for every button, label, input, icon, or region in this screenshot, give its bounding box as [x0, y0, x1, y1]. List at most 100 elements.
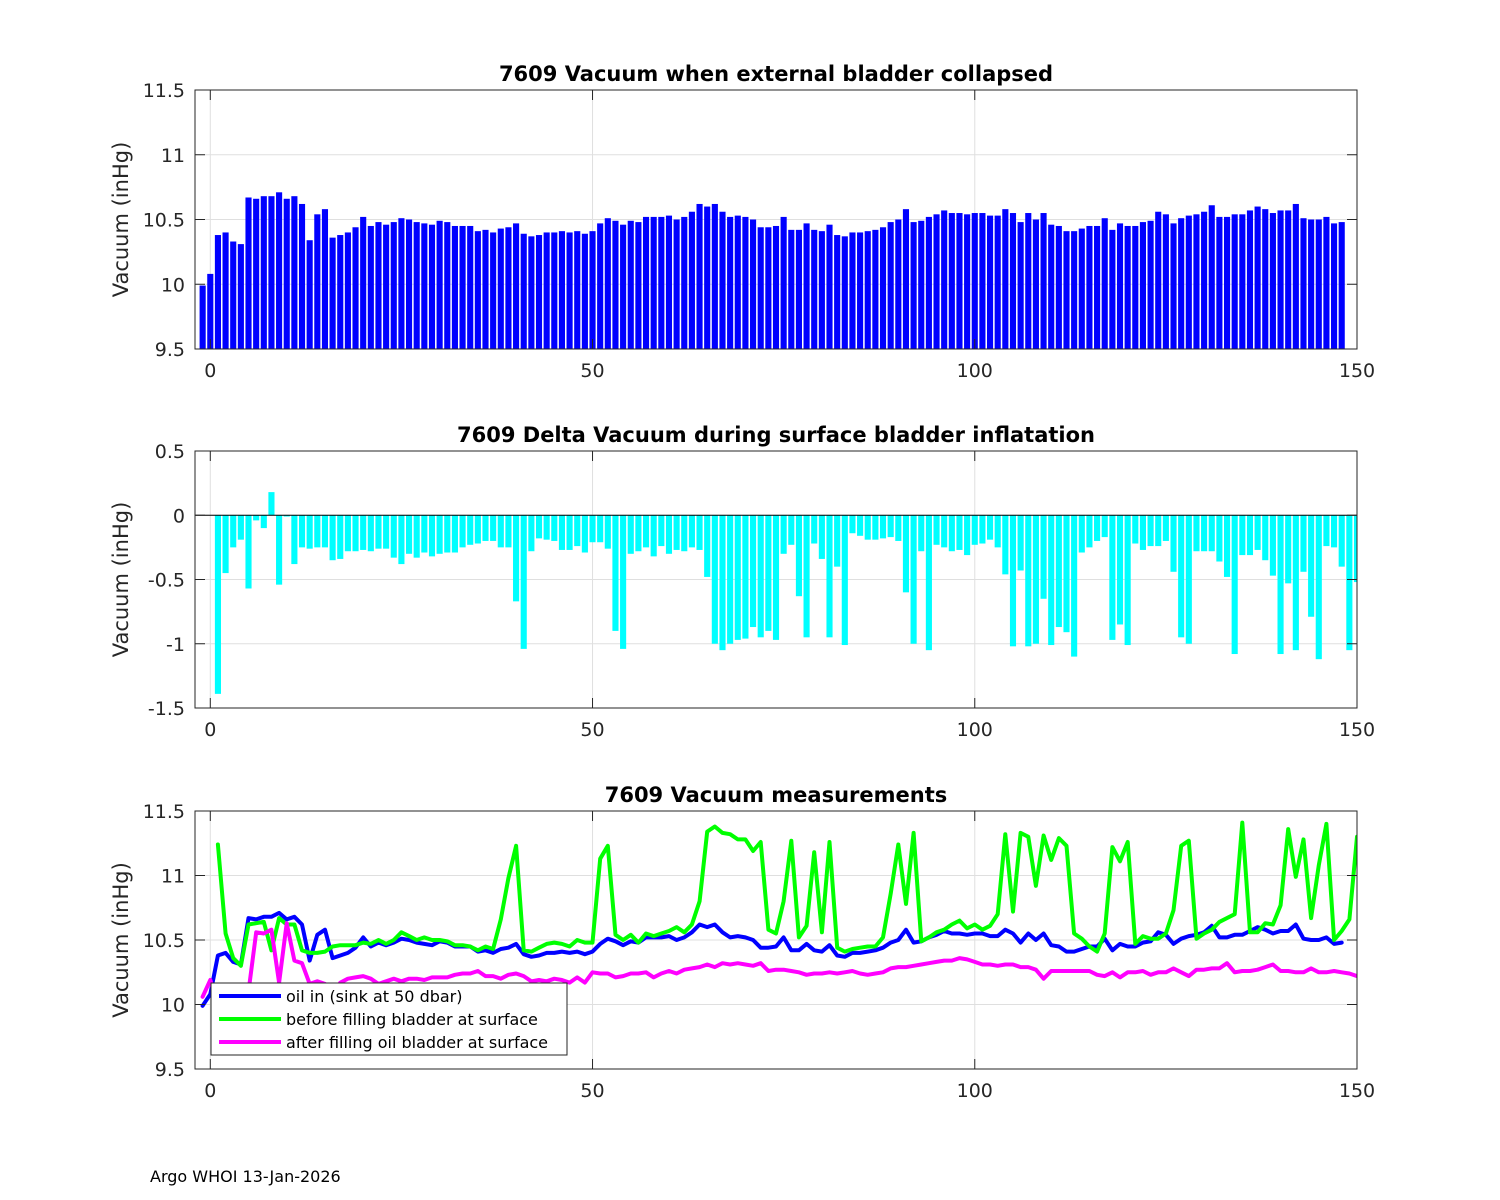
x-tick-label: 0: [204, 360, 216, 382]
bar: [1101, 515, 1108, 538]
x-tick-label: 100: [957, 360, 993, 382]
bar: [803, 515, 810, 638]
bar: [841, 236, 848, 349]
bar: [589, 515, 596, 543]
bar: [826, 224, 833, 349]
bar: [1124, 515, 1131, 646]
bar: [1162, 214, 1169, 349]
bar: [505, 515, 512, 548]
bar: [1315, 515, 1322, 660]
bar: [398, 218, 405, 349]
bar: [742, 216, 749, 349]
x-tick-label: 100: [957, 719, 993, 741]
bar: [1009, 213, 1017, 349]
bar: [1285, 515, 1292, 584]
bar: [650, 515, 657, 557]
bar: [551, 232, 558, 349]
bar: [237, 515, 244, 540]
bar: [665, 215, 673, 349]
bar: [230, 241, 237, 349]
bar: [627, 515, 634, 554]
bar: [245, 515, 252, 589]
x-tick-label: 0: [204, 1080, 216, 1102]
series-line-2: [200, 921, 1357, 1016]
bar: [566, 515, 573, 550]
bar: [1201, 515, 1208, 552]
bar: [887, 515, 894, 538]
bar: [1040, 213, 1047, 349]
bar: [918, 220, 925, 349]
bar: [681, 216, 688, 349]
bar: [1193, 515, 1200, 552]
bar: [795, 229, 802, 349]
x-tick-label: 150: [1339, 719, 1375, 741]
bar: [1078, 228, 1085, 349]
bar: [1353, 515, 1357, 583]
bar: [551, 515, 558, 541]
bar: [910, 222, 917, 349]
bar: [1185, 515, 1192, 644]
x-tick-label: 150: [1339, 360, 1375, 382]
bar: [994, 515, 1001, 548]
bar: [750, 515, 757, 628]
bar: [222, 515, 229, 574]
bar: [811, 229, 818, 349]
bar: [1178, 515, 1185, 638]
bar: [1216, 515, 1223, 562]
bar: [283, 198, 290, 349]
bar: [902, 515, 910, 593]
chart-delta-vacuum: 0 50 100 150 -1.5 -1 -0.5 0 0.5 7609 Delta Vacuum…: [109, 423, 1375, 741]
bar: [849, 515, 856, 534]
bar: [1338, 222, 1345, 349]
bar: [490, 232, 497, 349]
bar: [528, 515, 535, 552]
bar: [459, 225, 466, 349]
bar: [1300, 515, 1307, 572]
bar: [352, 515, 359, 552]
bar: [597, 515, 604, 543]
bar: [1346, 515, 1353, 651]
bar: [260, 515, 267, 529]
bar: [1262, 209, 1269, 349]
chart-title: 7609 Delta Vacuum during surface bladder…: [457, 423, 1095, 447]
bar: [895, 219, 902, 349]
bar: [1292, 203, 1299, 349]
bar: [276, 192, 283, 349]
bar: [986, 515, 994, 540]
bar: [834, 515, 841, 567]
bar: [635, 222, 642, 349]
bar: [642, 515, 650, 548]
bar: [834, 235, 841, 349]
bar: [375, 222, 382, 349]
bar: [688, 211, 695, 349]
bar: [1170, 515, 1177, 572]
bar: [933, 515, 940, 545]
bar: [520, 515, 527, 649]
bar: [604, 515, 611, 549]
bar: [864, 231, 871, 349]
bar: [780, 216, 787, 349]
bar: [283, 515, 290, 517]
bar: [1185, 215, 1192, 349]
bar: [367, 515, 374, 552]
bar: [1025, 515, 1032, 647]
bar: [298, 515, 306, 548]
bar: [207, 273, 214, 349]
bar: [1032, 219, 1039, 349]
bar: [688, 515, 695, 548]
bar: [1292, 515, 1299, 651]
bar: [1071, 231, 1078, 349]
bar: [681, 515, 688, 552]
bar: [857, 515, 864, 536]
bar: [1025, 213, 1032, 349]
bar: [444, 515, 451, 553]
bar: [1124, 225, 1131, 349]
bar: [253, 198, 260, 349]
chart-title: 7609 Vacuum measurements: [605, 783, 948, 807]
bar: [918, 515, 925, 552]
bar: [589, 231, 596, 349]
bar: [780, 515, 787, 554]
bar: [1009, 515, 1017, 647]
bar: [750, 219, 757, 349]
bar: [1139, 222, 1147, 349]
